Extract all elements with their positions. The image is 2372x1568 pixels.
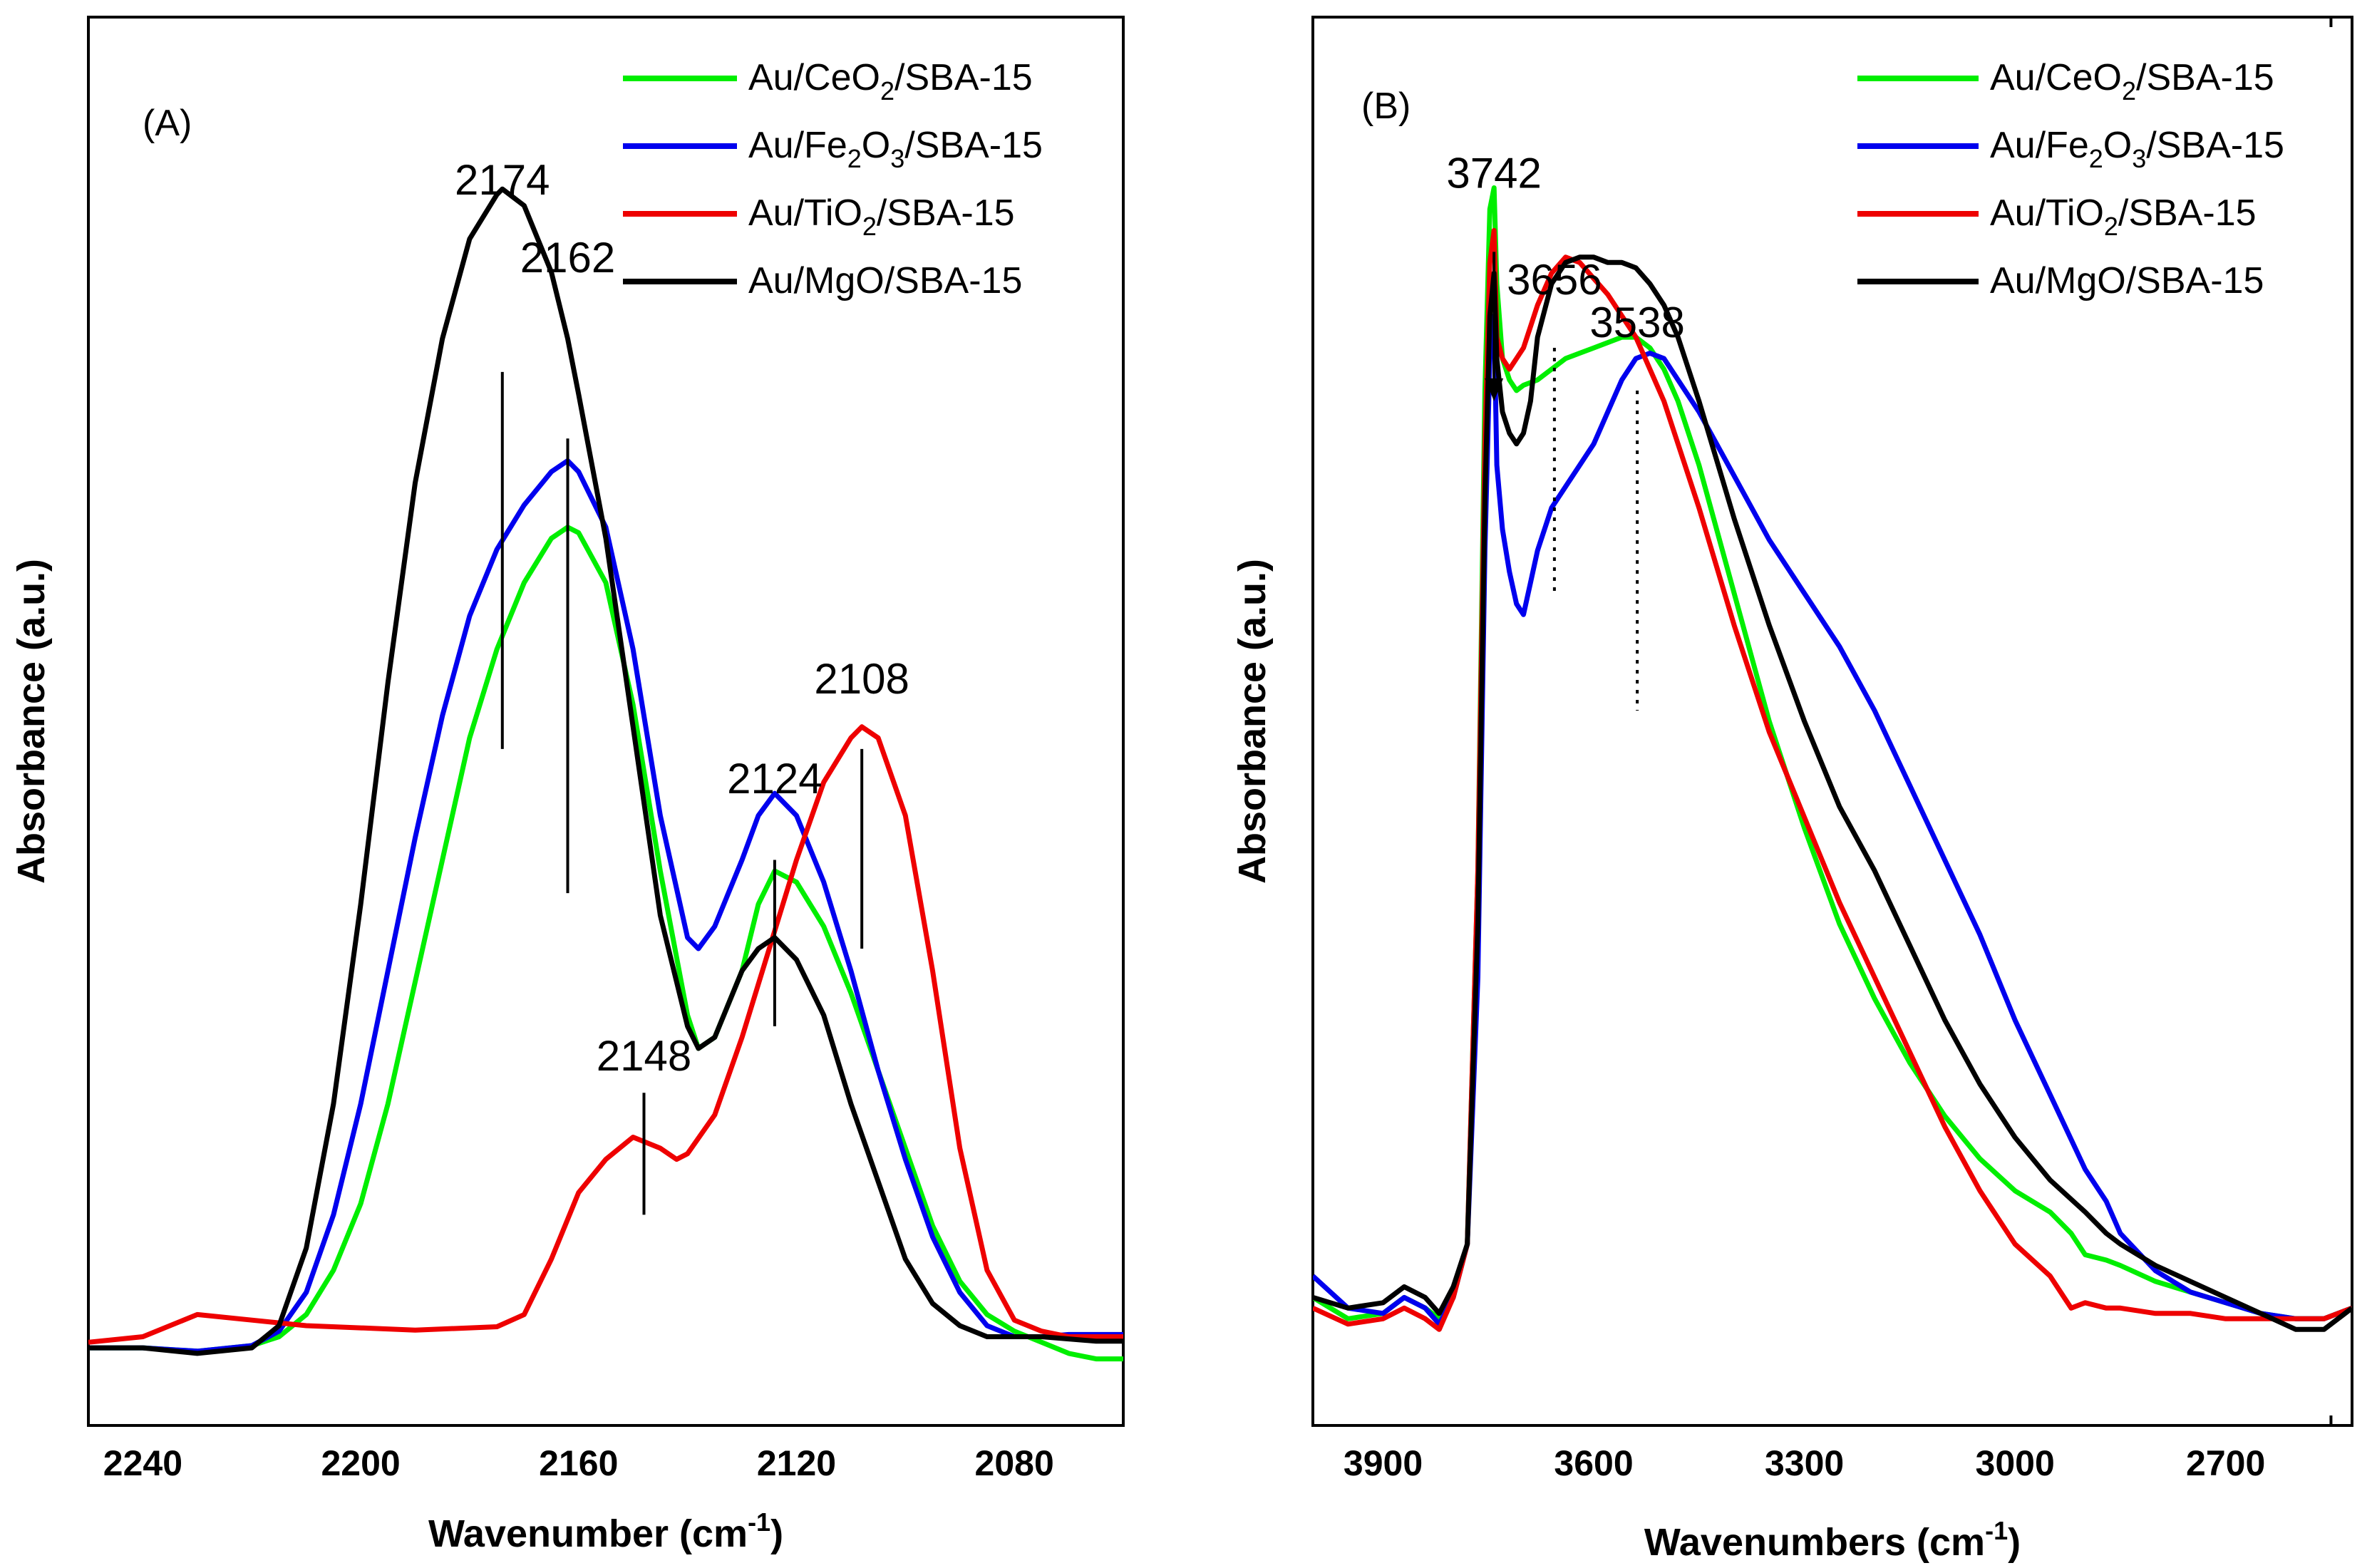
legend-entry: Au/Fe2O3/SBA-15 [1990,125,2284,173]
peak-label: 3656 [1507,256,1602,304]
series-line-red [88,724,1123,1345]
peak-label: 3538 [1589,299,1684,346]
legend-entry: Au/CeO2/SBA-15 [748,57,1033,105]
panel-b: 3900 3600 3300 3000 2700 Wavenumbers (cm-1) Ab… [1231,16,2353,1564]
legend-entry: Au/MgO/SBA-15 [748,260,1022,301]
x-axis-title: Wavenumber (cm-1) [428,1507,783,1555]
peak-label: 2148 [597,1032,691,1080]
x-tick-label: 2120 [757,1443,836,1483]
legend-entry: Au/Fe2O3/SBA-15 [748,125,1043,173]
x-axis-title-close: ) [770,1512,783,1555]
series-line-black [1313,254,2352,1332]
x-axis-title-close: ) [2008,1521,2021,1564]
y-axis-title: Absorbance (a.u.) [1231,559,1274,884]
panel-a: 2240 2200 2160 2120 2080 Wavenumber (cm-1) Abs… [10,16,1125,1555]
legend-entry: Au/TiO2/SBA-15 [748,192,1015,241]
series-line-blue [88,458,1123,1354]
x-tick-label: 2700 [2186,1443,2265,1483]
x-tick-label: 3900 [1344,1443,1423,1483]
plot-frame [87,16,1125,1427]
series-line-green [88,525,1123,1362]
legend-entry: Au/TiO2/SBA-15 [1990,192,2257,241]
peak-label: 2108 [814,655,909,703]
legend-entry: Au/MgO/SBA-15 [1990,260,2264,301]
x-axis-title-sup: -1 [748,1507,770,1537]
x-axis-title: Wavenumbers (cm-1) [1644,1516,2021,1564]
arrow-head-icon [1485,378,1504,401]
x-axis-title-sup: -1 [1985,1516,2008,1545]
x-axis-title-text: Wavenumbers (cm [1644,1521,1985,1564]
x-tick-label: 3300 [1765,1443,1844,1483]
x-tick-label: 2080 [975,1443,1054,1483]
x-tick-label: 2200 [321,1443,400,1483]
x-tick-label: 2240 [103,1443,182,1483]
plot-frame [1311,16,2353,1427]
peak-label: 2124 [727,755,822,803]
x-tick-label: 2160 [539,1443,618,1483]
peak-label: 2162 [520,234,615,282]
legend-entry: Au/CeO2/SBA-15 [1990,57,2274,105]
panel-label: (A) [143,103,192,144]
series-line-black [88,186,1123,1356]
x-tick-label: 3000 [1976,1443,2055,1483]
peak-label: 3742 [1446,150,1541,197]
y-axis-title: Absorbance (a.u.) [10,559,53,884]
peak-label: 2174 [455,156,550,204]
panel-label: (B) [1361,86,1411,127]
x-tick-label: 3600 [1554,1443,1633,1483]
x-axis-title-text: Wavenumber (cm [428,1512,748,1555]
